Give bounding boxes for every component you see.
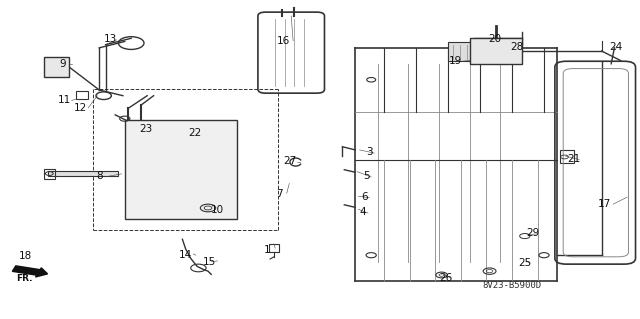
Bar — [125, 120, 237, 219]
Text: 15: 15 — [203, 256, 216, 267]
Bar — [44, 169, 55, 179]
Bar — [48, 171, 118, 176]
Text: 26: 26 — [440, 272, 452, 283]
Text: 8V23-B5900D: 8V23-B5900D — [483, 281, 541, 290]
Text: 27: 27 — [284, 156, 296, 166]
Text: 25: 25 — [518, 257, 531, 268]
Text: 10: 10 — [211, 204, 224, 215]
Text: 20: 20 — [488, 34, 501, 44]
Text: FR.: FR. — [16, 274, 33, 283]
Text: 9: 9 — [60, 59, 66, 69]
Text: 24: 24 — [610, 42, 623, 52]
Text: 11: 11 — [58, 95, 70, 106]
FancyArrow shape — [12, 266, 47, 277]
Text: 4: 4 — [360, 207, 366, 217]
Bar — [44, 57, 69, 77]
Text: 21: 21 — [568, 154, 580, 165]
Text: 13: 13 — [104, 34, 117, 44]
Bar — [448, 42, 474, 61]
Text: 3: 3 — [367, 146, 373, 157]
Text: 7: 7 — [276, 189, 283, 199]
Text: 6: 6 — [362, 191, 368, 202]
Text: 16: 16 — [277, 36, 290, 46]
Text: 19: 19 — [449, 56, 462, 66]
Text: 23: 23 — [140, 124, 152, 134]
Text: 5: 5 — [363, 171, 369, 181]
Text: 29: 29 — [526, 228, 539, 238]
Text: 18: 18 — [19, 251, 32, 261]
Bar — [470, 38, 522, 64]
Text: 17: 17 — [598, 198, 611, 209]
Text: 12: 12 — [74, 103, 86, 113]
Bar — [269, 244, 279, 252]
Text: 8: 8 — [96, 171, 102, 182]
Text: 22: 22 — [189, 128, 202, 138]
Text: 1: 1 — [264, 245, 271, 256]
Bar — [76, 91, 88, 99]
Bar — [560, 150, 574, 163]
Text: 14: 14 — [179, 250, 192, 260]
Text: 28: 28 — [511, 42, 524, 52]
